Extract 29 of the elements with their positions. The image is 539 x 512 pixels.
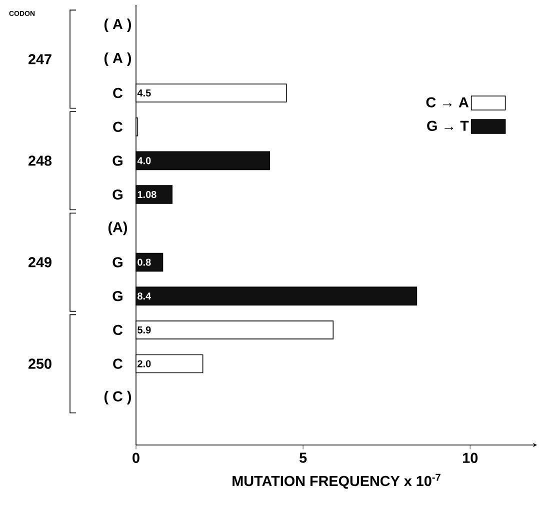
text: 247 bbox=[28, 54, 52, 64]
y-tick-label: C bbox=[113, 324, 123, 336]
text: 250 bbox=[28, 358, 52, 369]
data-label: 0.8 bbox=[138, 258, 151, 266]
legend-label: G → T bbox=[427, 120, 469, 131]
y-tick-label: G bbox=[112, 290, 122, 302]
data-label: 5.9 bbox=[138, 326, 151, 334]
x-tick-label: 0 bbox=[132, 452, 140, 463]
y-tick-label: G bbox=[112, 189, 122, 200]
legend-label: C → A bbox=[426, 97, 469, 108]
x-axis-title: MUTATION FREQUENCY x 10$^{-7}$ bbox=[232, 474, 440, 489]
text: 249 bbox=[28, 257, 52, 268]
x-tick-label: 5 bbox=[300, 452, 307, 463]
y-tick-label: C bbox=[113, 88, 123, 98]
data-label: 1.08 bbox=[138, 191, 156, 198]
text: 248 bbox=[28, 156, 52, 166]
x-tick-label: 10 bbox=[463, 452, 478, 463]
y-tick-label: ( A ) bbox=[104, 18, 131, 32]
data-label: 8.4 bbox=[138, 292, 152, 300]
y-tick-label: G bbox=[112, 156, 122, 166]
y-tick-label: C bbox=[113, 122, 123, 132]
y-tick-label: ( C ) bbox=[104, 390, 131, 404]
y-tick-label: ( A ) bbox=[104, 52, 131, 66]
y-tick-label: (A) bbox=[108, 222, 128, 236]
data-label: 4.5 bbox=[137, 90, 151, 96]
y-tick-label: C bbox=[113, 358, 123, 369]
data-label: 4.0 bbox=[137, 157, 151, 164]
y-tick-label: G bbox=[112, 257, 122, 268]
data-label: 2.0 bbox=[138, 360, 151, 368]
